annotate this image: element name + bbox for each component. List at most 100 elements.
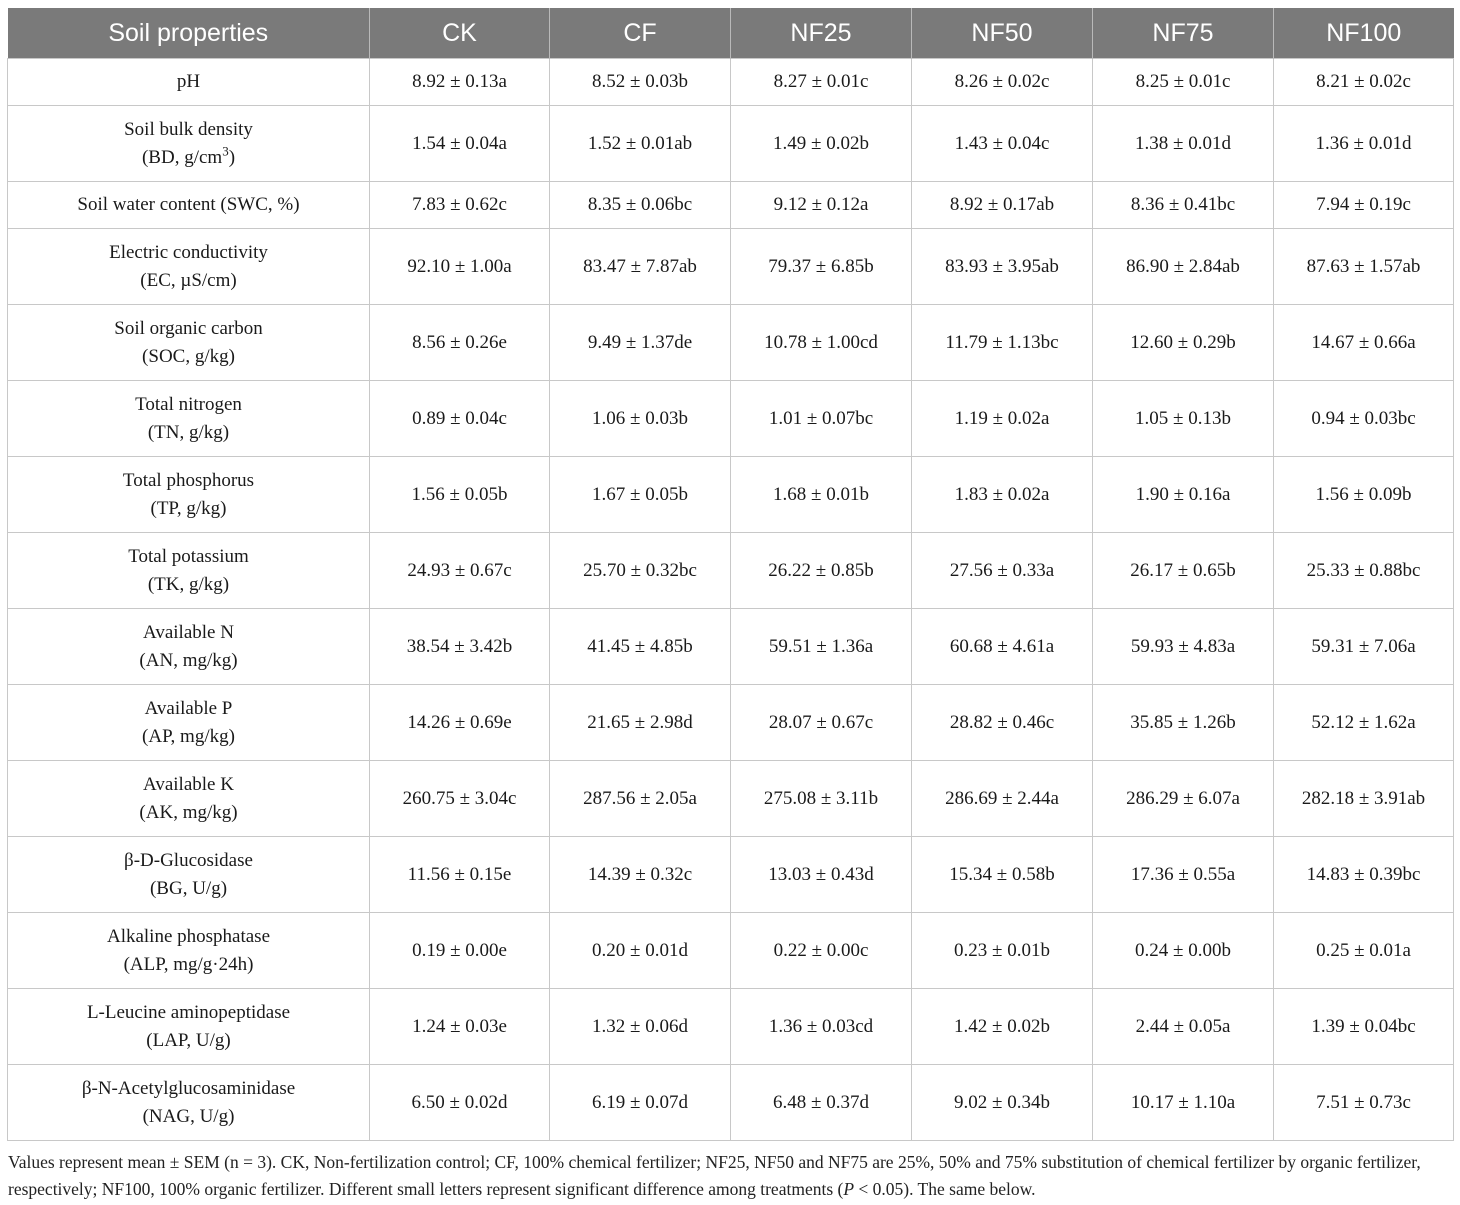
value-cell: 0.22 ± 0.00c [730, 912, 912, 989]
value-cell: 1.19 ± 0.02a [911, 380, 1093, 457]
value-cell: 87.63 ± 1.57ab [1273, 228, 1454, 305]
property-name: β-N-Acetylglucosaminidase [81, 1077, 296, 1099]
value-cell: 35.85 ± 1.26b [1092, 684, 1274, 761]
property-name: Soil water content (SWC, %) [77, 194, 300, 215]
property-name: β-D-Glucosidase [124, 849, 253, 871]
value-cell: 286.69 ± 2.44a [911, 760, 1093, 837]
value-cell: 7.83 ± 0.62c [369, 181, 550, 229]
value-cell: 1.42 ± 0.02b [911, 988, 1093, 1065]
value-cell: 1.38 ± 0.01d [1092, 105, 1274, 182]
value-cell: 1.68 ± 0.01b [730, 456, 912, 533]
property-cell: Total phosphorus (TP, g/kg) [7, 456, 370, 533]
value-cell: 52.12 ± 1.62a [1273, 684, 1454, 761]
value-cell: 14.67 ± 0.66a [1273, 304, 1454, 381]
property-name: Total nitrogen [135, 393, 242, 415]
property-name: Available K [143, 773, 234, 795]
value-cell: 60.68 ± 4.61a [911, 608, 1093, 685]
value-cell: 1.06 ± 0.03b [549, 380, 731, 457]
value-cell: 1.56 ± 0.05b [369, 456, 550, 533]
value-cell: 8.36 ± 0.41bc [1092, 181, 1274, 229]
property-cell: Available N (AN, mg/kg) [7, 608, 370, 685]
value-cell: 287.56 ± 2.05a [549, 760, 731, 837]
value-cell: 26.22 ± 0.85b [730, 532, 912, 609]
property-name: L-Leucine aminopeptidase [86, 1001, 291, 1023]
footnote-p-symbol: P [843, 1179, 855, 1199]
value-cell: 1.01 ± 0.07bc [730, 380, 912, 457]
value-cell: 0.25 ± 0.01a [1273, 912, 1454, 989]
value-cell: 83.47 ± 7.87ab [549, 228, 731, 305]
value-cell: 9.02 ± 0.34b [911, 1064, 1093, 1141]
property-cell: Soil bulk density (BD, g/cm3) [7, 105, 370, 182]
property-unit: (AN, mg/kg) [139, 649, 238, 671]
value-cell: 14.39 ± 0.32c [549, 836, 731, 913]
value-cell: 26.17 ± 0.65b [1092, 532, 1274, 609]
table-row: Total potassium (TK, g/kg) 24.93 ± 0.67c … [7, 532, 1454, 609]
header-ck: CK [369, 8, 550, 59]
property-cell: Soil water content (SWC, %) [7, 181, 370, 229]
value-cell: 8.56 ± 0.26e [369, 304, 550, 381]
header-soil-properties: Soil properties [7, 8, 370, 59]
value-cell: 1.36 ± 0.01d [1273, 105, 1454, 182]
value-cell: 10.78 ± 1.00cd [730, 304, 912, 381]
property-cell: Alkaline phosphatase (ALP, mg/g·24h) [7, 912, 370, 989]
table-row: Total nitrogen (TN, g/kg) 0.89 ± 0.04c 1.… [7, 380, 1454, 457]
value-cell: 286.29 ± 6.07a [1092, 760, 1274, 837]
value-cell: 86.90 ± 2.84ab [1092, 228, 1274, 305]
property-cell: β-N-Acetylglucosaminidase (NAG, U/g) [7, 1064, 370, 1141]
value-cell: 1.24 ± 0.03e [369, 988, 550, 1065]
value-cell: 10.17 ± 1.10a [1092, 1064, 1274, 1141]
value-cell: 11.79 ± 1.13bc [911, 304, 1093, 381]
value-cell: 59.93 ± 4.83a [1092, 608, 1274, 685]
value-cell: 9.12 ± 0.12a [730, 181, 912, 229]
value-cell: 13.03 ± 0.43d [730, 836, 912, 913]
value-cell: 8.92 ± 0.17ab [911, 181, 1093, 229]
value-cell: 14.26 ± 0.69e [369, 684, 550, 761]
value-cell: 1.39 ± 0.04bc [1273, 988, 1454, 1065]
property-unit: (TK, g/kg) [147, 573, 230, 595]
property-cell: Available K (AK, mg/kg) [7, 760, 370, 837]
property-name: Available N [143, 621, 234, 643]
value-cell: 79.37 ± 6.85b [730, 228, 912, 305]
value-cell: 15.34 ± 0.58b [911, 836, 1093, 913]
table-row: Available P (AP, mg/kg) 14.26 ± 0.69e 21.… [7, 684, 1454, 761]
value-cell: 59.31 ± 7.06a [1273, 608, 1454, 685]
property-cell: pH [7, 58, 370, 106]
value-cell: 6.19 ± 0.07d [549, 1064, 731, 1141]
value-cell: 282.18 ± 3.91ab [1273, 760, 1454, 837]
value-cell: 1.36 ± 0.03cd [730, 988, 912, 1065]
property-unit: (AP, mg/kg) [142, 725, 235, 747]
value-cell: 21.65 ± 2.98d [549, 684, 731, 761]
value-cell: 6.48 ± 0.37d [730, 1064, 912, 1141]
value-cell: 7.51 ± 0.73c [1273, 1064, 1454, 1141]
value-cell: 92.10 ± 1.00a [369, 228, 550, 305]
value-cell: 1.05 ± 0.13b [1092, 380, 1274, 457]
table-row: L-Leucine aminopeptidase (LAP, U/g) 1.24 … [7, 988, 1454, 1065]
value-cell: 24.93 ± 0.67c [369, 532, 550, 609]
table-row: β-N-Acetylglucosaminidase (NAG, U/g) 6.50… [7, 1064, 1454, 1141]
table-row: Available N (AN, mg/kg) 38.54 ± 3.42b 41.… [7, 608, 1454, 685]
property-name: Total potassium [128, 545, 249, 567]
value-cell: 0.94 ± 0.03bc [1273, 380, 1454, 457]
table-container: Soil properties CK CF NF25 NF50 NF75 NF1… [7, 8, 1454, 1141]
property-cell: Total potassium (TK, g/kg) [7, 532, 370, 609]
property-unit: (ALP, mg/g·24h) [123, 953, 254, 975]
table-header-row: Soil properties CK CF NF25 NF50 NF75 NF1… [7, 8, 1454, 59]
value-cell: 83.93 ± 3.95ab [911, 228, 1093, 305]
property-name: Electric conductivity [109, 241, 268, 263]
property-unit: (AK, mg/kg) [139, 801, 238, 823]
property-unit: (BG, U/g) [149, 877, 228, 899]
value-cell: 1.67 ± 0.05b [549, 456, 731, 533]
property-cell: Electric conductivity (EC, µS/cm) [7, 228, 370, 305]
property-unit: (NAG, U/g) [142, 1105, 235, 1127]
value-cell: 59.51 ± 1.36a [730, 608, 912, 685]
property-name: Total phosphorus [122, 469, 255, 491]
value-cell: 0.24 ± 0.00b [1092, 912, 1274, 989]
table-footnote: Values represent mean ± SEM (n = 3). CK,… [8, 1149, 1454, 1203]
value-cell: 1.54 ± 0.04a [369, 105, 550, 182]
value-cell: 0.89 ± 0.04c [369, 380, 550, 457]
value-cell: 28.07 ± 0.67c [730, 684, 912, 761]
value-cell: 1.32 ± 0.06d [549, 988, 731, 1065]
header-cf: CF [549, 8, 731, 59]
property-name: Soil organic carbon [114, 317, 263, 339]
property-cell: Available P (AP, mg/kg) [7, 684, 370, 761]
